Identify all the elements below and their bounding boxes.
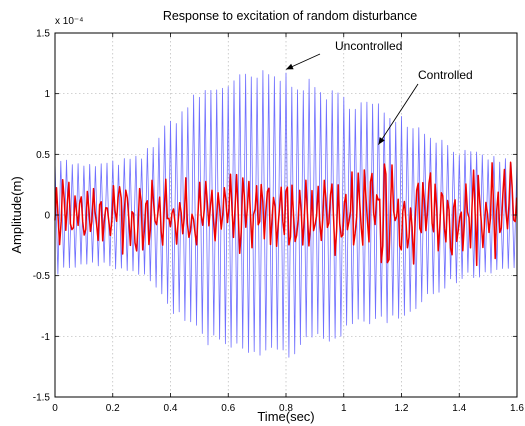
annotation-label: Uncontrolled (335, 39, 402, 53)
chart-title: Response to excitation of random disturb… (163, 9, 417, 23)
x-tick-label: 0.8 (279, 403, 293, 414)
x-tick-label: 0.2 (106, 403, 120, 414)
annotation-arrowhead (286, 63, 294, 70)
annotation-arrowhead (378, 137, 385, 145)
y-tick-label: 0 (44, 211, 50, 222)
series-layer (54, 70, 518, 358)
x-axis-label: Time(sec) (257, 409, 314, 424)
y-tick-label: -0.5 (33, 271, 51, 282)
annotation-arrow (378, 83, 419, 145)
annotations: Uncontrolled Controlled (285, 39, 473, 145)
y-tick-label: -1.5 (33, 393, 51, 404)
annotation-label: Controlled (418, 68, 473, 82)
x-tick-label: 1.6 (510, 403, 524, 414)
x-tick-label: 0.6 (221, 403, 235, 414)
x-tick-label: 1 (341, 403, 347, 414)
x-tick-label: 1.2 (395, 403, 409, 414)
y-tick-label: -1 (41, 332, 50, 343)
series-line-controlled (54, 161, 518, 267)
series-line-uncontrolled (54, 70, 518, 358)
y-scale-label: x 10⁻⁴ (55, 16, 83, 27)
x-tick-label: 0.4 (164, 403, 178, 414)
x-tick-label: 1.4 (452, 403, 466, 414)
y-tick-label: 1.5 (36, 29, 50, 40)
ticks: 0 0.2 0.4 0.6 0.8 1 1.2 1.4 1.6 -1.5 -1 -0.5 0 0.5 1 1.… (33, 29, 525, 415)
x-tick-label: 0 (52, 403, 58, 414)
y-tick-label: 0.5 (36, 150, 50, 161)
y-axis-label: Amplitude(m) (9, 176, 24, 253)
y-tick-label: 1 (44, 89, 50, 100)
